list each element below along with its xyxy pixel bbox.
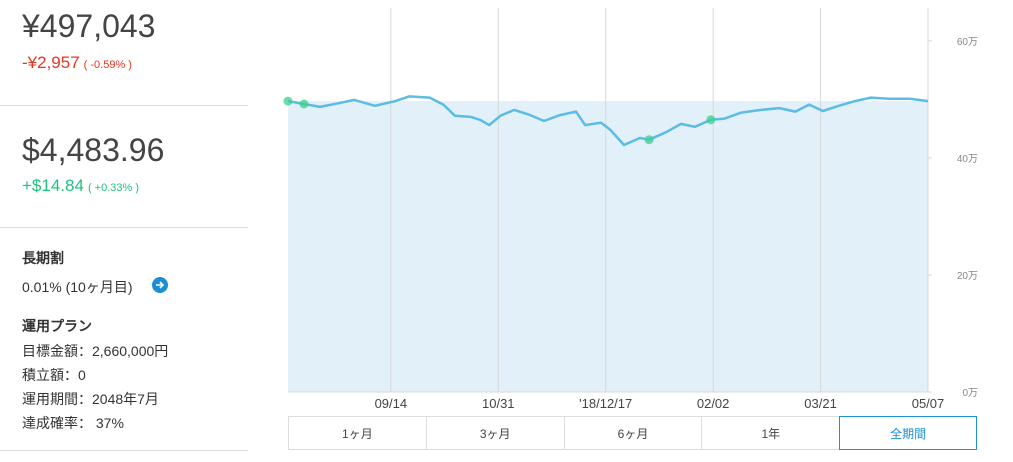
jpy-change: -¥2,957 <box>22 53 80 72</box>
jpy-change-row: -¥2,957( -0.59% ) <box>22 53 132 73</box>
divider <box>0 227 248 228</box>
discount-title: 長期割 <box>22 250 64 266</box>
jpy-change-pct: ( -0.59% ) <box>83 59 132 71</box>
info-button[interactable] <box>152 277 168 293</box>
jpy-total: ¥497,043 <box>22 8 156 44</box>
x-tick-label: '18/12/17 <box>579 396 632 411</box>
y-tick-label: 20万 <box>957 271 978 282</box>
x-tick-label: 05/07 <box>912 396 945 411</box>
baseline-area <box>288 101 928 392</box>
usd-change: +$14.84 <box>22 176 84 195</box>
x-tick-label: 02/02 <box>697 396 730 411</box>
x-tick-label: 03/21 <box>804 396 837 411</box>
divider <box>0 105 248 106</box>
plan-item: 達成確率： 37% <box>22 415 124 431</box>
usd-change-row: +$14.84( +0.33% ) <box>22 176 139 196</box>
event-marker <box>299 99 309 109</box>
plan-item: 目標金額：2,660,000円 <box>22 343 169 359</box>
x-tick-label: 09/14 <box>375 396 408 411</box>
y-tick-label: 0万 <box>962 388 978 399</box>
plan-item: 積立額：0 <box>22 367 86 383</box>
event-marker <box>706 115 716 125</box>
usd-change-pct: ( +0.33% ) <box>87 182 139 194</box>
y-tick-label: 40万 <box>957 154 978 165</box>
range-button[interactable]: 6ヶ月 <box>563 416 703 450</box>
range-button[interactable]: 3ヶ月 <box>425 416 565 450</box>
event-marker <box>283 96 293 106</box>
usd-total: $4,483.96 <box>22 132 165 168</box>
range-button[interactable]: 全期間 <box>839 416 977 450</box>
range-button[interactable]: 1年 <box>701 416 841 450</box>
price-line <box>287 95 929 147</box>
event-marker <box>644 135 654 145</box>
plan-item: 運用期間：2048年7月 <box>22 391 159 407</box>
chart: 09/14 10/31 '18/12/17 02/02 03/21 05/07 0万 20万 4… <box>283 8 978 411</box>
discount-value: 0.01% (10ヶ月目) <box>22 279 133 295</box>
divider <box>0 450 248 451</box>
y-tick-label: 60万 <box>957 37 978 48</box>
plan-title: 運用プラン <box>22 318 92 334</box>
range-button[interactable]: 1ヶ月 <box>288 416 427 450</box>
x-tick-label: 10/31 <box>482 396 515 411</box>
